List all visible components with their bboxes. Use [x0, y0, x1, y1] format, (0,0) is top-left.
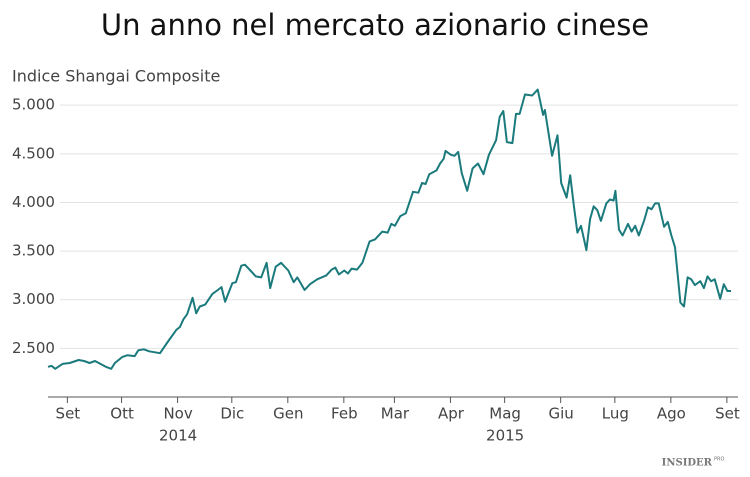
- source: INSIDER: [662, 458, 713, 469]
- chart-title: Un anno nel mercato azionario cinese: [101, 8, 649, 42]
- y-axis-label: Indice Shangai Composite: [12, 67, 220, 86]
- y-tick-label: 4.000: [12, 193, 55, 211]
- x-tick-label: Dic: [220, 405, 244, 423]
- y-tick-label: 4.500: [12, 144, 55, 162]
- x-tick-label: Nov: [163, 405, 192, 423]
- year-label: 2015: [486, 427, 524, 445]
- x-tick-label: Giu: [548, 405, 573, 423]
- x-tick-label: Apr: [438, 405, 465, 423]
- line: [47, 88, 731, 370]
- y-tick-label: 3.000: [12, 290, 55, 308]
- year-label: 2014: [159, 427, 197, 445]
- x-tick-label: Set: [715, 405, 740, 423]
- x-tick-label: Mar: [381, 405, 410, 423]
- x-tick-label: Ago: [657, 405, 686, 423]
- y-tick-label: 3.500: [12, 242, 55, 260]
- x-tick-label: Set: [56, 405, 81, 423]
- x-tick-label: Mag: [489, 405, 521, 423]
- x-tick-label: Gen: [273, 405, 303, 423]
- source-sub: PRO: [714, 457, 724, 463]
- y-tick-label: 5.000: [12, 96, 55, 114]
- x-tick-label: Lug: [602, 405, 629, 423]
- y-tick-label: 2.500: [12, 339, 55, 357]
- x-tick-label: Ott: [110, 405, 134, 423]
- x-tick-label: Feb: [331, 405, 358, 423]
